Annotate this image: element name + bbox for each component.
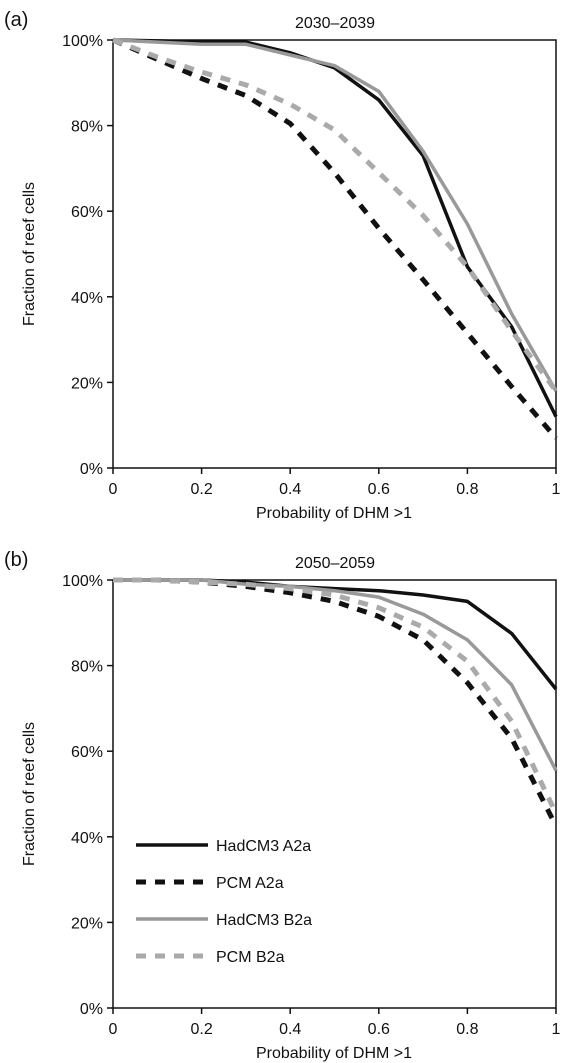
legend-label: PCM A2a xyxy=(216,875,284,892)
y-tick-label: 60% xyxy=(71,204,103,221)
legend-label: PCM B2a xyxy=(216,949,285,966)
plot-frame xyxy=(112,39,557,469)
x-tick-label: 0.6 xyxy=(368,481,390,498)
x-tick-label: 0.6 xyxy=(368,1021,390,1038)
x-tick-label: 0.8 xyxy=(456,481,478,498)
axis-ticks: 0% 20% 40% 60% 80% 100% 0 0.2 0.4 0.6 0.8 1 xyxy=(62,33,560,498)
series-line-1 xyxy=(113,578,558,691)
x-tick-label: 0.4 xyxy=(279,1021,301,1038)
x-tick-label: 0.4 xyxy=(279,481,301,498)
series-line-4 xyxy=(112,37,559,393)
chart-title: 2050–2059 xyxy=(295,555,375,572)
series-lines xyxy=(113,577,559,828)
x-tick-label: 1 xyxy=(552,481,561,498)
x-tick-label: 0.2 xyxy=(190,481,212,498)
y-tick-label: 0% xyxy=(80,461,103,478)
panel-b: (b) 2050–2059 Fraction of reef cells Pro… xyxy=(4,549,561,1062)
y-tick-label: 80% xyxy=(71,659,103,676)
y-tick-label: 100% xyxy=(62,33,103,50)
series-line-4 xyxy=(113,577,559,815)
legend-label: HadCM3 A2a xyxy=(216,838,311,855)
series-line-2 xyxy=(112,37,558,440)
y-tick-label: 60% xyxy=(71,744,103,761)
panel-label: (a) xyxy=(4,9,28,31)
y-axis-label: Fraction of reef cells xyxy=(21,722,38,866)
legend: HadCM3 A2a PCM A2a HadCM3 B2a PCM B2a xyxy=(136,838,312,966)
chart-title: 2030–2039 xyxy=(295,15,375,32)
y-tick-label: 80% xyxy=(71,119,103,136)
series-lines xyxy=(112,37,559,440)
x-tick-label: 0 xyxy=(109,481,118,498)
panel-a: (a) 2030–2039 Fraction of reef cells Pro… xyxy=(4,9,561,522)
series-line-1 xyxy=(112,38,558,418)
x-tick-label: 0.8 xyxy=(456,1021,478,1038)
series-line-3 xyxy=(112,38,558,392)
series-line-2 xyxy=(113,577,559,828)
y-tick-label: 40% xyxy=(71,830,103,847)
x-tick-label: 0.2 xyxy=(190,1021,212,1038)
x-tick-label: 1 xyxy=(552,1021,561,1038)
x-axis-label: Probability of DHM >1 xyxy=(256,1045,412,1062)
series-line-3 xyxy=(113,578,558,772)
y-tick-label: 40% xyxy=(71,290,103,307)
legend-label: HadCM3 B2a xyxy=(216,912,312,929)
y-tick-label: 100% xyxy=(62,573,103,590)
panel-label: (b) xyxy=(4,549,28,571)
axis-ticks: 0% 20% 40% 60% 80% 100% 0 0.2 0.4 0.6 0.8 1 xyxy=(62,573,560,1038)
y-tick-label: 20% xyxy=(71,375,103,392)
x-axis-label: Probability of DHM >1 xyxy=(256,505,412,522)
x-tick-label: 0 xyxy=(109,1021,118,1038)
plot-frame xyxy=(112,579,557,1009)
y-axis-label: Fraction of reef cells xyxy=(21,182,38,326)
y-tick-label: 20% xyxy=(71,915,103,932)
y-tick-label: 0% xyxy=(80,1001,103,1018)
